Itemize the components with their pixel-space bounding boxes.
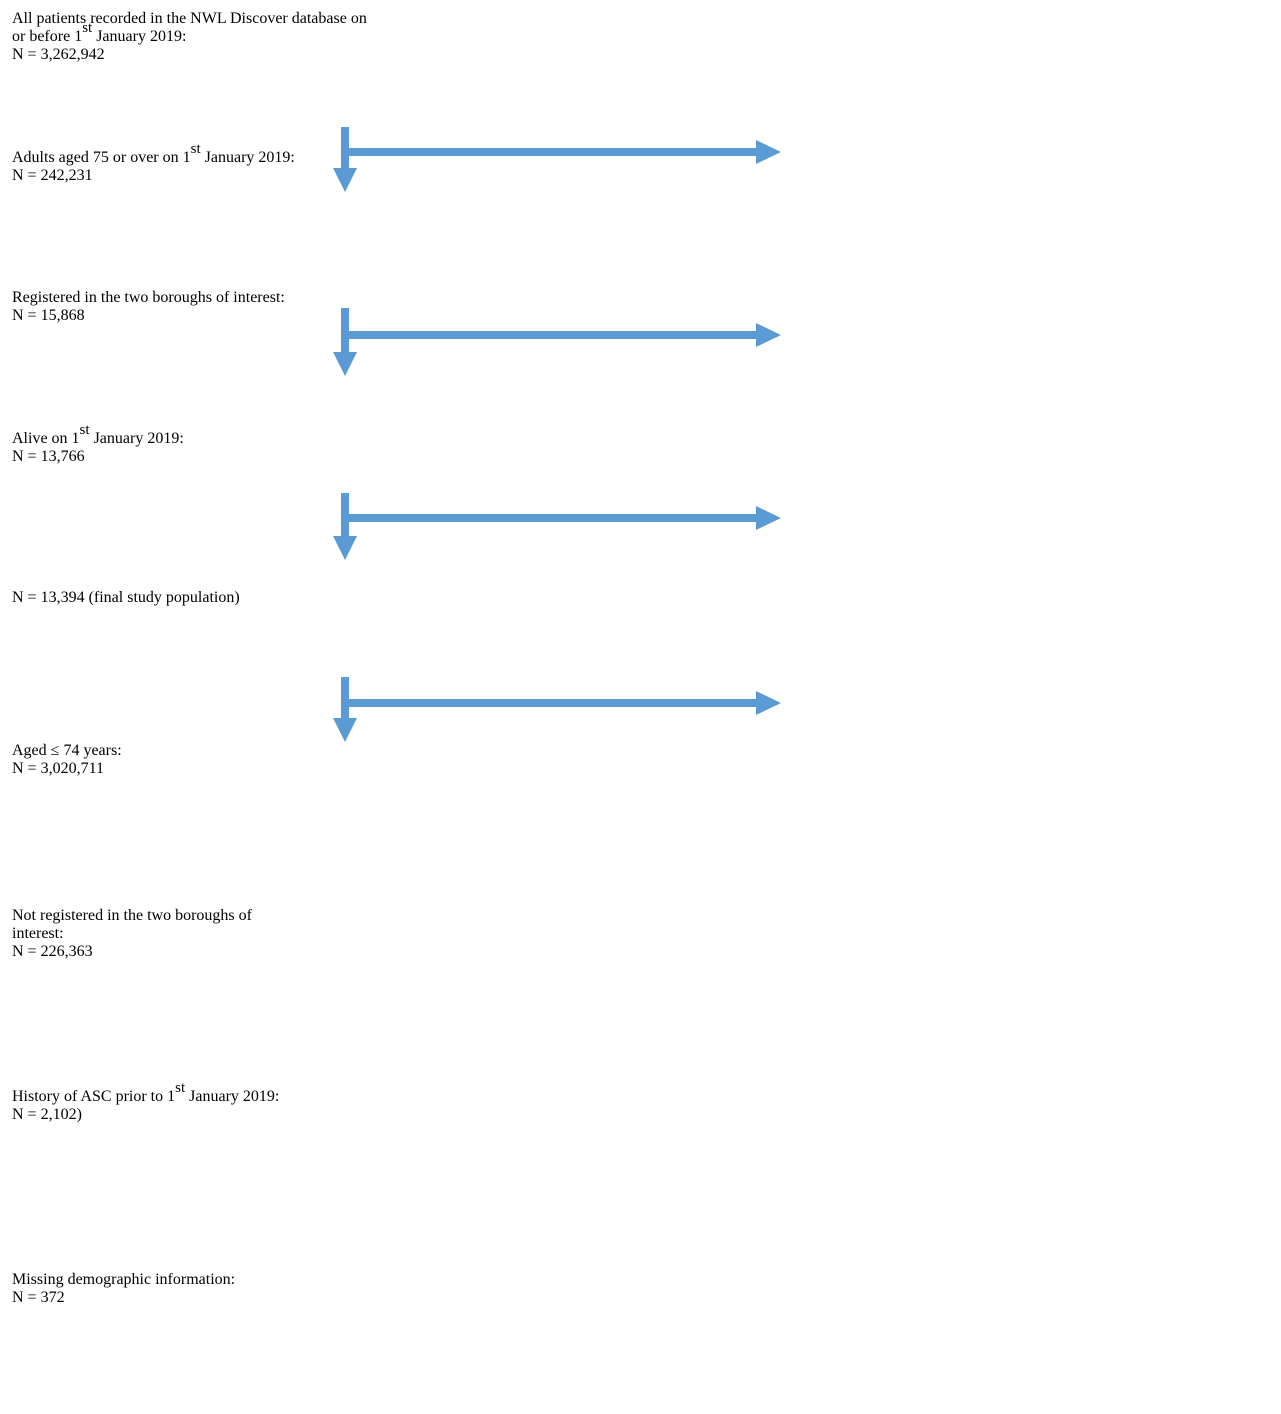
text-run: N = 15,868 (12, 307, 85, 324)
text-line: N = 226,363 (12, 943, 511, 961)
text-line: Not registered in the two boroughs of (12, 907, 511, 925)
text-run: N = 372 (12, 1289, 65, 1306)
text-run: N = 242,231 (12, 167, 93, 184)
text-line: N = 2,102) (12, 1106, 511, 1124)
flow-box: All patients recorded in the NWL Discove… (0, 0, 668, 119)
flow-box: Registered in the two boroughs of intere… (0, 262, 668, 402)
superscript: st (82, 20, 93, 36)
text-line: Aged ≤ 74 years: (12, 742, 511, 760)
text-run: Adults aged 75 or over on 1 (12, 149, 191, 166)
arrow-head (333, 718, 357, 742)
arrow-head (756, 506, 781, 530)
text-run: N = 13,394 (final study population) (12, 589, 240, 606)
text-line: N = 3,262,942 (12, 46, 668, 64)
text-run: All patients recorded in the NWL Discove… (12, 10, 367, 27)
text-line: All patients recorded in the NWL Discove… (12, 10, 668, 28)
text-line: Missing demographic information: (12, 1271, 511, 1289)
flow-box: Adults aged 75 or over on 1st January 20… (0, 119, 668, 262)
superscript: st (79, 422, 90, 438)
text-line: N = 15,868 (12, 307, 668, 325)
text-run: N = 3,020,711 (12, 760, 104, 777)
arrow-head (333, 536, 357, 560)
text-run: January 2019: (92, 28, 187, 45)
arrow-head (333, 352, 357, 376)
text-run: N = 226,363 (12, 943, 93, 960)
text-line: N = 13,394 (final study population) (12, 589, 668, 607)
text-run: Not registered in the two boroughs of (12, 907, 252, 924)
text-run: N = 3,262,942 (12, 46, 105, 63)
text-line: interest: (12, 925, 511, 943)
flow-box: N = 13,394 (final study population) (0, 544, 668, 701)
exclusion-box: Missing demographic information: N = 372 (0, 1231, 511, 1414)
flow-box: Alive on 1st January 2019: N = 13,766 (0, 402, 668, 544)
arrow-head (756, 691, 781, 715)
arrow-head (756, 140, 781, 164)
text-run: or before 1 (12, 28, 83, 45)
arrows (333, 127, 781, 742)
exclusion-box: Not registered in the two boroughs of int… (0, 882, 511, 1049)
text-run: Registered in the two boroughs of intere… (12, 289, 285, 306)
text-run: Alive on 1 (12, 430, 80, 447)
arrow-head (333, 168, 357, 192)
text-line: Adults aged 75 or over on 1st January 20… (12, 142, 668, 167)
text-line: N = 13,766 (12, 448, 668, 466)
superscript: st (190, 141, 201, 157)
superscript: st (175, 1080, 186, 1096)
text-run: January 2019: (200, 149, 295, 166)
exclusion-box: History of ASC prior to 1st January 2019… (0, 1049, 511, 1231)
text-run: N = 13,766 (12, 448, 85, 465)
text-line: Registered in the two boroughs of intere… (12, 289, 668, 307)
text-run: N = 2,102) (12, 1106, 82, 1123)
text-run: January 2019: (89, 430, 184, 447)
text-line: History of ASC prior to 1st January 2019… (12, 1081, 511, 1106)
text-line: N = 372 (12, 1289, 511, 1307)
text-run: interest: (12, 925, 64, 942)
text-line: or before 1st January 2019: (12, 21, 668, 46)
text-line: Alive on 1st January 2019: (12, 423, 668, 448)
text-run: History of ASC prior to 1 (12, 1088, 176, 1105)
arrow-head (756, 323, 781, 347)
text-line: N = 242,231 (12, 167, 668, 185)
text-run: Missing demographic information: (12, 1271, 236, 1288)
exclusion-box: Aged ≤ 74 years: N = 3,020,711 (0, 701, 511, 882)
text-run: January 2019: (185, 1088, 280, 1105)
text-run: Aged ≤ 74 years: (12, 742, 122, 759)
arrow-group (333, 127, 781, 742)
flowchart-page: All patients recorded in the NWL Discove… (0, 0, 781, 1306)
text-line: N = 3,020,711 (12, 760, 511, 778)
